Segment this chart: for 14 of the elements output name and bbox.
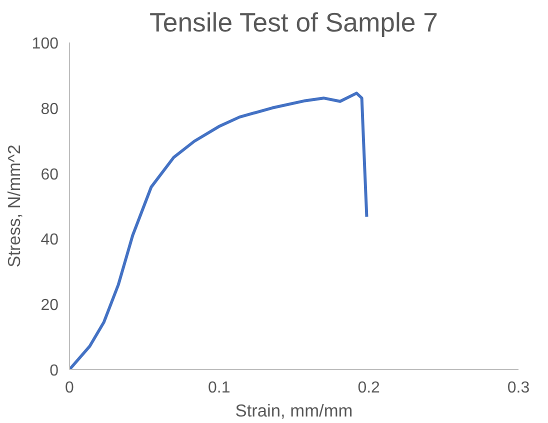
x-axis-title: Strain, mm/mm <box>235 400 353 420</box>
y-axis-title: Stress, N/mm^2 <box>4 144 24 268</box>
y-tick-label: 20 <box>40 297 59 314</box>
line-series <box>70 92 368 370</box>
x-tick-label: 0.3 <box>507 380 530 396</box>
y-tick-label: 80 <box>40 100 59 118</box>
y-tick-label: 0 <box>50 362 59 380</box>
chart-title: Tensile Test of Sample 7 <box>150 8 438 38</box>
x-tick-label: 0 <box>65 380 74 396</box>
y-tick-label: 40 <box>40 232 59 249</box>
y-tick-label: 100 <box>32 36 59 52</box>
y-tick-label: 60 <box>40 166 59 184</box>
x-tick-label: 0.2 <box>358 380 380 396</box>
x-tick-label: 0.1 <box>208 380 230 396</box>
